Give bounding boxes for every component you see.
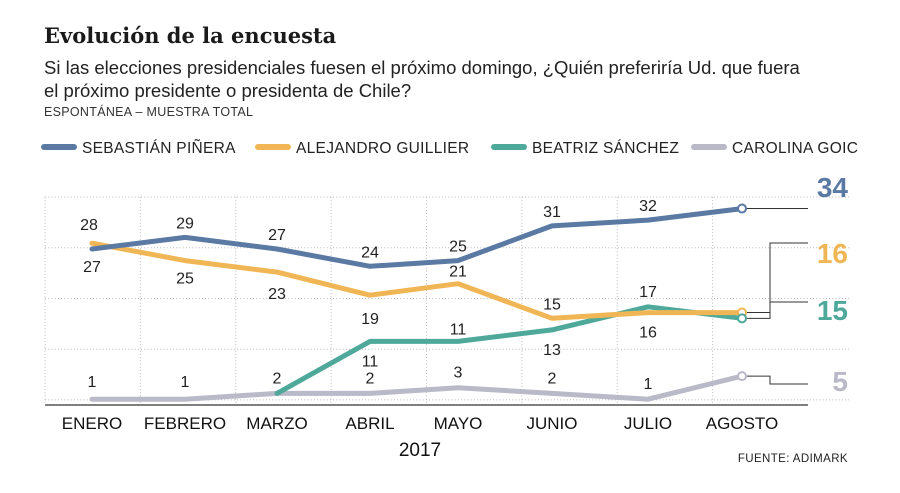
end-value-3: 5 <box>832 366 848 397</box>
x-tick-3: ABRIL <box>345 414 394 433</box>
data-label-s1-2: 23 <box>268 286 286 303</box>
legend-label-2: BEATRIZ SÁNCHEZ <box>532 140 679 157</box>
chart-title: Evolución de la encuesta <box>44 23 337 48</box>
end-connector-3 <box>742 375 808 385</box>
end-point-0 <box>737 203 747 214</box>
data-label-s3-0: 1 <box>88 374 97 391</box>
end-connector-1 <box>742 242 808 314</box>
data-label-s3-4: 3 <box>454 365 463 382</box>
data-label-s3-2: 2 <box>273 370 282 387</box>
data-label-s3-5: 2 <box>548 370 557 387</box>
grid <box>44 196 850 406</box>
data-label-s1-1: 25 <box>176 271 194 288</box>
x-tick-2: MARZO <box>246 414 307 433</box>
data-label-s0-6: 32 <box>639 198 657 215</box>
x-axis-label: 2017 <box>399 440 441 461</box>
sample-note: ESPONTÁNEA – MUESTRA TOTAL <box>44 104 253 119</box>
legend: SEBASTIÁN PIÑERA ALEJANDRO GUILLIER BEATRI… <box>41 140 858 157</box>
data-label-s3-6: 1 <box>644 376 653 393</box>
data-label-s2-3: 11 <box>362 353 379 370</box>
x-tick-6: JULIO <box>624 414 672 433</box>
legend-label-0: SEBASTIÁN PIÑERA <box>82 140 236 157</box>
legend-label-3: CAROLINA GOIC <box>732 140 858 157</box>
data-label-s3-3: 2 <box>366 370 375 387</box>
end-value-1: 16 <box>817 238 848 269</box>
end-value-2: 15 <box>817 295 848 326</box>
series-lines <box>89 206 745 402</box>
data-label-s0-3: 24 <box>361 244 379 261</box>
data-label-s1-3: 19 <box>361 311 379 328</box>
series-line-1 <box>89 240 745 321</box>
data-label-s2-6: 17 <box>639 284 657 301</box>
end-value-0: 34 <box>817 172 849 203</box>
x-tick-5: JUNIO <box>527 414 578 433</box>
x-tick-0: ENERO <box>62 414 122 433</box>
data-label-s1-4: 21 <box>449 264 467 281</box>
x-tick-7: AGOSTO <box>706 414 778 433</box>
series-line-0 <box>89 206 745 269</box>
data-label-s2-4: 11 <box>450 321 467 338</box>
data-label-s1-0: 28 <box>80 217 98 234</box>
end-value-markers: 34 16 15 5 <box>737 172 849 397</box>
chart-subtitle-line-2: el próximo presidente o presidenta de Ch… <box>44 80 411 101</box>
data-label-s0-1: 29 <box>176 215 194 232</box>
legend-label-1: ALEJANDRO GUILLIER <box>296 140 469 157</box>
data-label-s3-1: 1 <box>181 374 190 391</box>
data-label-s0-2: 27 <box>268 227 286 244</box>
source-note: FUENTE: ADIMARK <box>738 453 848 465</box>
data-label-s2-5: 13 <box>543 342 561 359</box>
end-point-2 <box>737 313 747 324</box>
x-tick-1: FEBRERO <box>144 414 226 433</box>
end-connector-2 <box>742 301 808 319</box>
data-label-s0-5: 31 <box>543 204 561 221</box>
data-label-s1-6: 16 <box>639 325 657 342</box>
series-line-2 <box>274 304 745 396</box>
series-line-3 <box>89 373 745 402</box>
data-label-s1-5: 15 <box>543 296 561 313</box>
data-label-s0-4: 25 <box>449 239 467 256</box>
data-label-s0-0: 27 <box>83 259 101 276</box>
chart-subtitle-line-1: Si las elecciones presidenciales fuesen … <box>44 57 801 78</box>
end-point-3 <box>737 371 747 382</box>
x-axis-ticks: ENERO FEBRERO MARZO ABRIL MAYO JUNIO JULIO AGOS… <box>62 414 778 433</box>
x-tick-4: MAYO <box>434 414 483 433</box>
